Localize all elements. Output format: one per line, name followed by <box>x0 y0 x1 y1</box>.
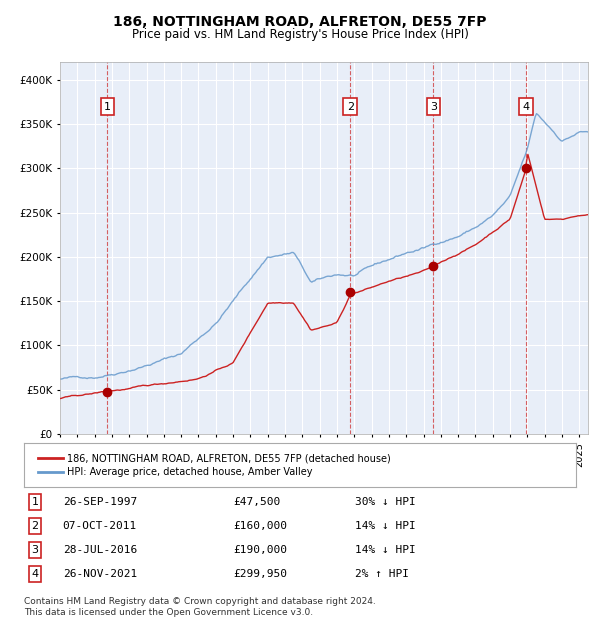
Text: £160,000: £160,000 <box>234 521 288 531</box>
Text: 14% ↓ HPI: 14% ↓ HPI <box>355 521 416 531</box>
Text: 186, NOTTINGHAM ROAD, ALFRETON, DE55 7FP: 186, NOTTINGHAM ROAD, ALFRETON, DE55 7FP <box>113 16 487 30</box>
Text: 07-OCT-2011: 07-OCT-2011 <box>62 521 137 531</box>
Text: £190,000: £190,000 <box>234 545 288 555</box>
Text: 30% ↓ HPI: 30% ↓ HPI <box>355 497 416 507</box>
Text: 4: 4 <box>522 102 529 112</box>
Text: 4: 4 <box>31 569 38 579</box>
Text: £47,500: £47,500 <box>234 497 281 507</box>
Text: £299,950: £299,950 <box>234 569 288 579</box>
Text: 14% ↓ HPI: 14% ↓ HPI <box>355 545 416 555</box>
Legend: 186, NOTTINGHAM ROAD, ALFRETON, DE55 7FP (detached house), HPI: Average price, d: 186, NOTTINGHAM ROAD, ALFRETON, DE55 7FP… <box>34 449 395 481</box>
Text: 1: 1 <box>104 102 111 112</box>
Text: 28-JUL-2016: 28-JUL-2016 <box>62 545 137 555</box>
Text: Price paid vs. HM Land Registry's House Price Index (HPI): Price paid vs. HM Land Registry's House … <box>131 28 469 41</box>
Text: 3: 3 <box>32 545 38 555</box>
Text: 1: 1 <box>32 497 38 507</box>
Text: 3: 3 <box>430 102 437 112</box>
Text: 26-SEP-1997: 26-SEP-1997 <box>62 497 137 507</box>
Text: 2: 2 <box>31 521 38 531</box>
Text: 26-NOV-2021: 26-NOV-2021 <box>62 569 137 579</box>
Text: Contains HM Land Registry data © Crown copyright and database right 2024.
This d: Contains HM Land Registry data © Crown c… <box>24 598 376 617</box>
Text: 2: 2 <box>347 102 354 112</box>
Text: 2% ↑ HPI: 2% ↑ HPI <box>355 569 409 579</box>
